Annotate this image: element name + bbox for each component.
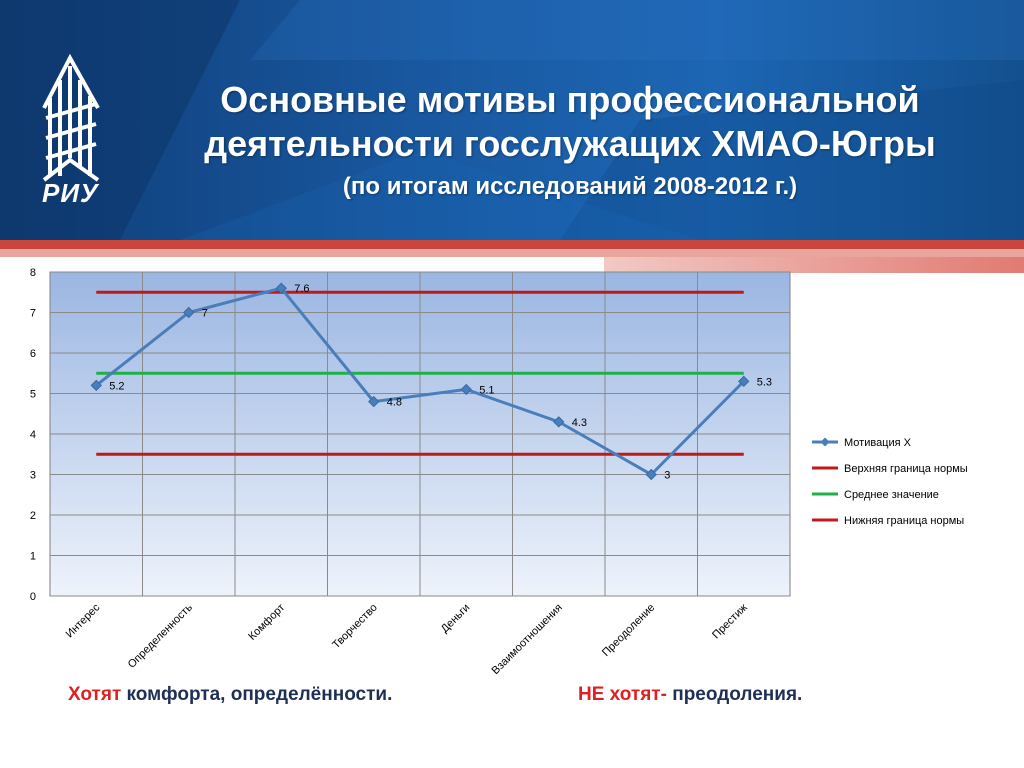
y-tick-label: 3 <box>30 470 36 482</box>
y-tick-label: 7 <box>30 308 36 320</box>
footer-left: Хотят комфорта, определённости. <box>68 684 392 706</box>
y-tick-label: 2 <box>30 510 36 522</box>
legend-label: Мотивация Х <box>844 437 912 449</box>
data-point-marker <box>90 379 102 392</box>
y-tick-label: 6 <box>30 348 36 360</box>
y-tick-label: 4 <box>30 429 36 441</box>
data-point-marker <box>645 468 657 481</box>
y-tick-label: 0 <box>30 591 36 603</box>
data-label: 5.1 <box>479 384 494 396</box>
footer-right-text: преодоления. <box>666 684 803 705</box>
data-point-marker <box>738 375 750 388</box>
data-label: 7 <box>202 308 208 320</box>
divider-red-stripe <box>0 240 1024 249</box>
divider-pink-stripe <box>0 249 1024 257</box>
legend-label: Верхняя граница нормы <box>844 463 968 475</box>
page-title: Основные мотивы профессиональной деятель… <box>130 78 1010 204</box>
title-line-2: деятельности госслужащих ХМАО-Югры <box>204 123 936 164</box>
y-tick-label: 8 <box>30 267 36 279</box>
data-label: 5.2 <box>109 380 124 392</box>
data-label: 4.8 <box>387 397 402 409</box>
data-point-marker <box>368 395 380 408</box>
data-point-marker <box>553 416 565 428</box>
footer-right-highlight: НЕ хотят- <box>578 684 667 705</box>
data-label: 4.3 <box>572 417 587 429</box>
x-tick-label: Комфорт <box>246 602 287 643</box>
x-tick-label: Определенность <box>126 601 195 670</box>
riu-logo-icon <box>42 53 100 182</box>
data-point-marker <box>460 383 472 396</box>
footer-left-text: комфорта, определённости. <box>121 684 393 705</box>
footer-right: НЕ хотят- преодоления. <box>578 684 802 706</box>
legend-marker <box>820 437 830 447</box>
x-tick-label: Престиж <box>710 601 750 641</box>
data-label: 5.3 <box>757 376 772 388</box>
footer-left-highlight: Хотят <box>68 684 122 705</box>
data-point-marker <box>183 306 195 319</box>
data-label: 7.6 <box>294 283 309 295</box>
x-tick-label: Творчество <box>330 602 380 652</box>
logo-text: РИУ <box>42 178 99 208</box>
header-banner: РИУ Основные мотивы профессиональной дея… <box>0 0 1024 240</box>
legend-label: Нижняя граница нормы <box>844 515 964 527</box>
x-tick-label: Деньги <box>439 602 473 636</box>
data-point-marker <box>275 282 287 294</box>
line-chart: 0 1 2 3 4 5 6 7 8 Интерес Определенность Комфорт Тво… <box>30 267 968 677</box>
y-tick-label: 1 <box>30 551 36 563</box>
series-line-motivation <box>95 286 745 477</box>
y-tick-label: 5 <box>30 389 36 401</box>
data-label: 3 <box>664 470 670 482</box>
divider-right-stripe <box>604 257 1024 273</box>
x-tick-label: Взаимоотношения <box>490 602 565 677</box>
header-decoration <box>0 0 1024 240</box>
x-tick-label: Преодоление <box>600 602 657 659</box>
title-line-1: Основные мотивы профессиональной <box>220 79 920 120</box>
legend-label: Среднее значение <box>844 489 939 501</box>
title-subtitle: (по итогам исследований 2008-2012 г.) <box>342 173 798 200</box>
x-tick-label: Интерес <box>64 601 103 640</box>
